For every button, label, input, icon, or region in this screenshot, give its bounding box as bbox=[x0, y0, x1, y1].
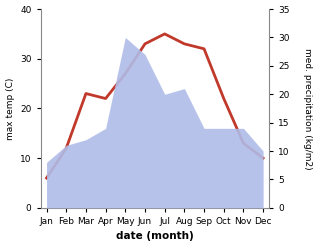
X-axis label: date (month): date (month) bbox=[116, 231, 194, 242]
Y-axis label: max temp (C): max temp (C) bbox=[5, 77, 15, 140]
Y-axis label: med. precipitation (kg/m2): med. precipitation (kg/m2) bbox=[303, 48, 313, 169]
